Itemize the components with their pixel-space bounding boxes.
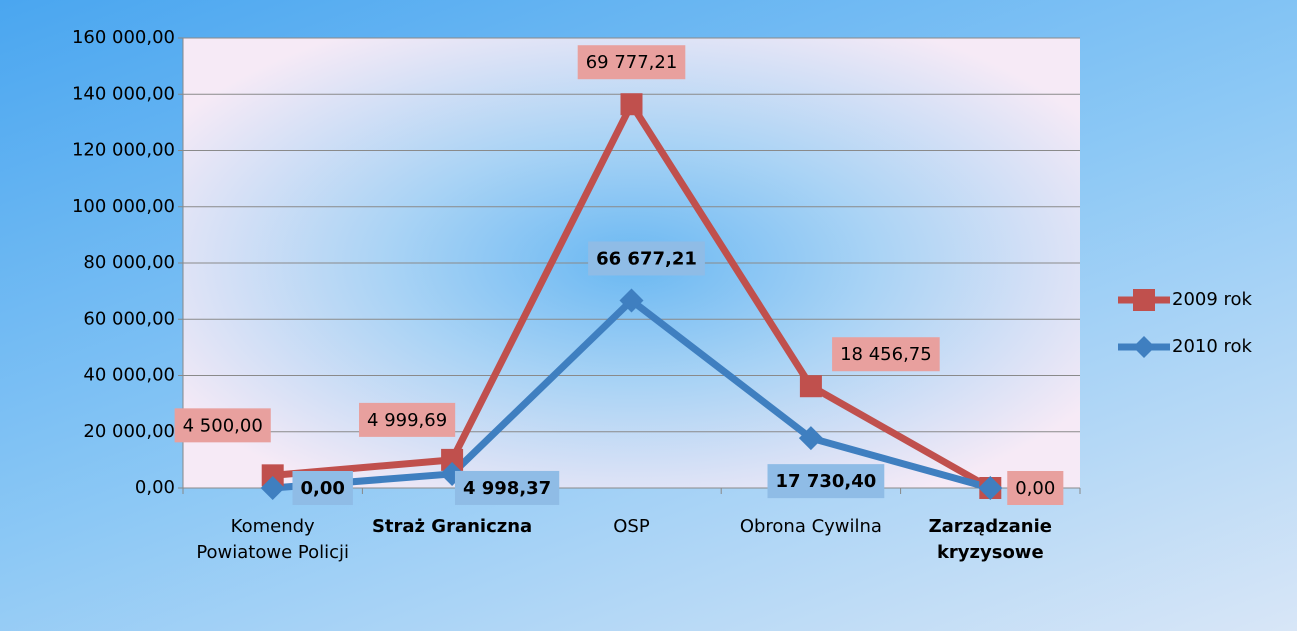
data-label-box xyxy=(292,471,353,505)
marker xyxy=(620,93,643,116)
y-tick-label: 20 000,00 xyxy=(83,421,175,442)
x-tick-label: Obrona Cywilna xyxy=(739,516,882,537)
data-label: 0,00 xyxy=(300,478,344,499)
legend-label: 2010 rok xyxy=(1172,336,1253,357)
y-tick-label: 80 000,00 xyxy=(83,252,175,273)
x-tick-label: Straż Graniczna xyxy=(371,516,533,537)
y-tick-label: 100 000,00 xyxy=(72,196,175,217)
marker xyxy=(798,426,823,451)
data-label: 18 456,75 xyxy=(840,344,932,365)
legend-label: 2009 rok xyxy=(1172,289,1253,310)
data-label-box xyxy=(588,241,705,276)
marker xyxy=(619,288,644,313)
x-tick-label: OSP xyxy=(613,516,650,537)
data-label-box xyxy=(174,408,271,443)
marker xyxy=(441,448,464,471)
legend-marker xyxy=(1133,289,1155,311)
data-label-box xyxy=(577,45,686,80)
y-tick-label: 40 000,00 xyxy=(83,365,175,386)
y-tick-label: 140 000,00 xyxy=(72,83,175,104)
data-label-box xyxy=(767,464,885,499)
data-label-box xyxy=(1007,471,1064,505)
marker xyxy=(799,375,822,398)
y-tick-label: 0,00 xyxy=(135,477,175,498)
data-label: 17 730,40 xyxy=(776,471,877,492)
data-label: 66 677,21 xyxy=(596,248,697,269)
x-tick-label: Zarządzanie kryzysowe xyxy=(928,516,1052,563)
marker xyxy=(978,476,1003,500)
data-label: 4 999,69 xyxy=(367,410,447,431)
data-label: 4 500,00 xyxy=(183,415,263,436)
y-tick-label: 160 000,00 xyxy=(72,27,175,48)
legend-marker xyxy=(1133,336,1155,358)
data-label: 69 777,21 xyxy=(586,52,678,73)
data-label: 4 998,37 xyxy=(463,478,551,499)
data-label-box xyxy=(359,402,456,437)
marker xyxy=(261,464,284,487)
x-tick-label: Komendy Powiatowe Policji xyxy=(196,516,350,563)
marker xyxy=(260,476,285,500)
y-tick-label: 120 000,00 xyxy=(72,140,175,161)
data-label-box xyxy=(832,337,940,372)
data-label: 0,00 xyxy=(1015,478,1055,499)
data-label-box xyxy=(454,470,560,505)
y-tick-label: 60 000,00 xyxy=(83,308,175,329)
